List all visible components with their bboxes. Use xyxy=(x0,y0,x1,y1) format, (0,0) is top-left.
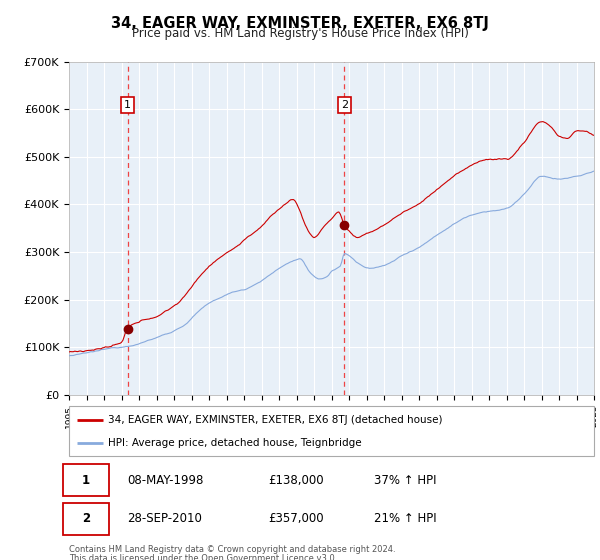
Text: 08-MAY-1998: 08-MAY-1998 xyxy=(127,474,203,487)
Text: 2: 2 xyxy=(341,100,348,110)
Text: This data is licensed under the Open Government Licence v3.0.: This data is licensed under the Open Gov… xyxy=(69,554,337,560)
Text: 1: 1 xyxy=(124,100,131,110)
FancyBboxPatch shape xyxy=(63,502,109,535)
Text: HPI: Average price, detached house, Teignbridge: HPI: Average price, detached house, Teig… xyxy=(109,438,362,448)
Text: 34, EAGER WAY, EXMINSTER, EXETER, EX6 8TJ (detached house): 34, EAGER WAY, EXMINSTER, EXETER, EX6 8T… xyxy=(109,414,443,424)
FancyBboxPatch shape xyxy=(63,464,109,497)
Text: Contains HM Land Registry data © Crown copyright and database right 2024.: Contains HM Land Registry data © Crown c… xyxy=(69,545,395,554)
Text: £357,000: £357,000 xyxy=(269,512,324,525)
Text: 2: 2 xyxy=(82,512,90,525)
Text: Price paid vs. HM Land Registry's House Price Index (HPI): Price paid vs. HM Land Registry's House … xyxy=(131,27,469,40)
Text: £138,000: £138,000 xyxy=(269,474,324,487)
Text: 34, EAGER WAY, EXMINSTER, EXETER, EX6 8TJ: 34, EAGER WAY, EXMINSTER, EXETER, EX6 8T… xyxy=(111,16,489,31)
Text: 28-SEP-2010: 28-SEP-2010 xyxy=(127,512,202,525)
Text: 21% ↑ HPI: 21% ↑ HPI xyxy=(373,512,436,525)
Text: 1: 1 xyxy=(82,474,90,487)
Text: 37% ↑ HPI: 37% ↑ HPI xyxy=(373,474,436,487)
